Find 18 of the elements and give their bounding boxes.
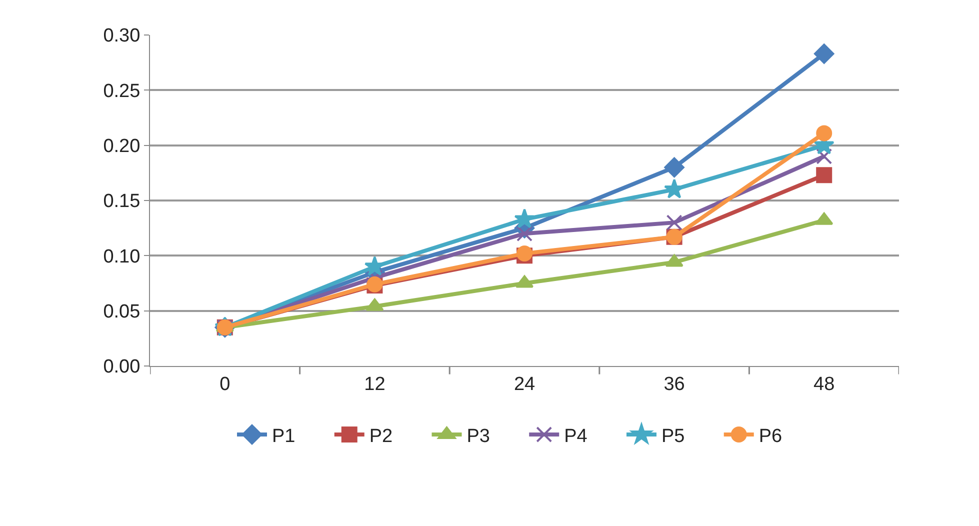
- x-tick-label: 48: [814, 374, 835, 395]
- y-tick-label: 0.15: [103, 191, 140, 212]
- y-tick-label: 0.05: [103, 301, 140, 322]
- y-tick-label: 0.00: [103, 356, 140, 378]
- legend-label: P3: [466, 426, 490, 447]
- legend-label: P6: [758, 426, 782, 447]
- legend-label: P5: [661, 426, 685, 447]
- x-tick-label: 12: [364, 374, 386, 395]
- y-tick-label: 0.20: [103, 136, 140, 157]
- legend-label: P4: [564, 426, 588, 447]
- y-tick-label: 0.30: [103, 26, 140, 47]
- y-tick-label: 0.25: [103, 80, 140, 102]
- y-tick-label: 0.10: [103, 246, 140, 268]
- x-tick-label: 0: [220, 374, 230, 395]
- legend-label: P1: [272, 426, 296, 447]
- x-tick-label: 24: [514, 374, 536, 395]
- x-tick-label: 36: [664, 374, 685, 395]
- legend-label: P2: [369, 426, 393, 447]
